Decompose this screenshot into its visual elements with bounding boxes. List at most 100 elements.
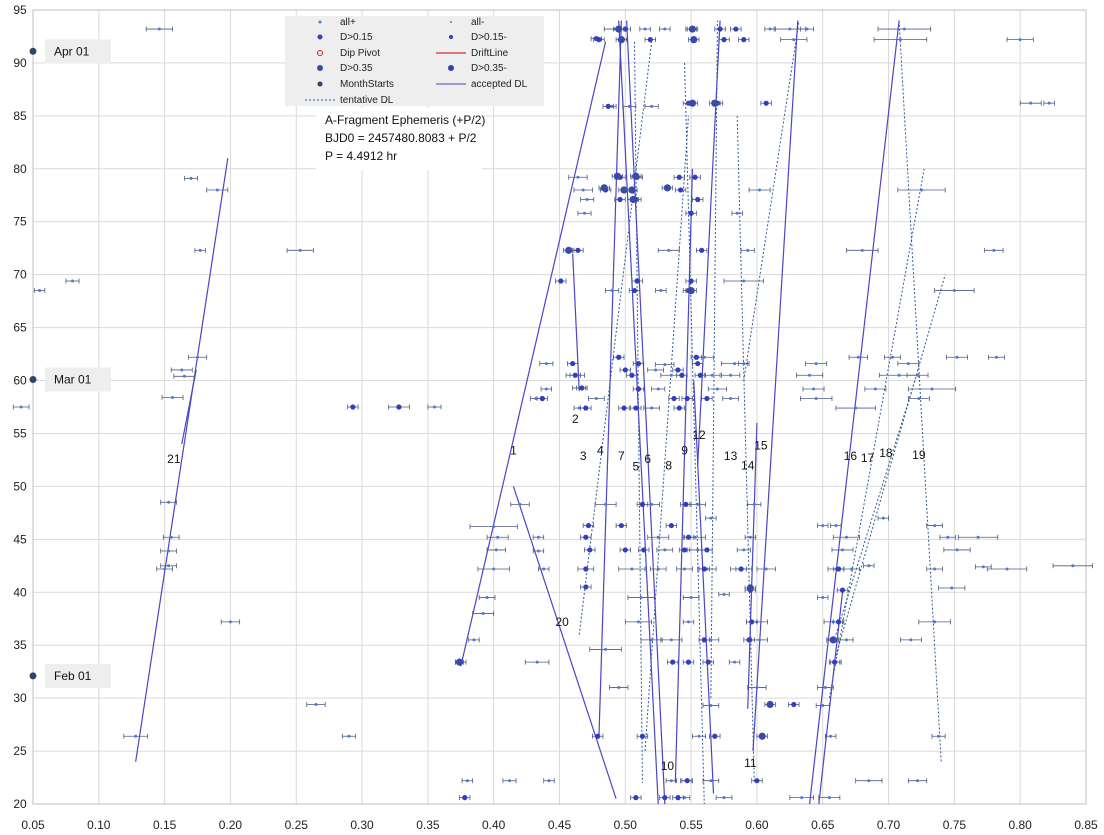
data-point [711,99,719,107]
drift-line-number: 8 [665,458,672,472]
data-point [709,516,713,520]
x-tick-label: 0.25 [285,818,309,832]
drift-line-number: 14 [741,458,755,472]
data-point [585,522,592,529]
data-point [577,406,581,410]
accepted-drift-line [460,41,607,667]
data-point [733,362,737,366]
data-point [916,779,920,783]
data-point [633,795,639,801]
legend-label: D>0.15- [471,32,507,43]
y-tick-label: 55 [13,426,27,440]
data-point [685,534,692,540]
legend-marker [317,81,323,87]
month-start-marker [29,375,37,383]
data-point [610,289,614,293]
drift-line-number: 7 [618,449,625,463]
data-point [695,360,701,367]
data-point [814,362,818,366]
data-point [688,99,697,107]
data-point [758,732,766,740]
tentative-drift-line [684,62,705,805]
data-point [676,405,682,411]
drift-line-number: 2 [572,412,579,426]
data-point [823,686,827,690]
legend-entry-d035-minus: D>0.35- [448,63,507,74]
data-point [635,360,642,367]
data-point [835,619,842,625]
legend-entry-tentative-dl: tentative DL [305,95,394,106]
drift-line-number: 13 [724,449,738,463]
data-point [167,564,171,568]
data-point [581,188,585,192]
data-point [697,372,703,378]
data-point [873,387,877,391]
data-point [742,362,746,366]
legend-entry-d035: D>0.35 [317,63,373,74]
data-point [539,395,545,402]
data-point [688,210,694,216]
x-axis-ticks: 0.05 0.10 0.15 0.20 0.25 0.30 0.35 0.40 0.45 0.50… [21,818,1098,832]
data-point [687,286,695,295]
data-point [639,501,646,507]
accepted-drift-line [598,20,622,736]
data-point [952,289,956,293]
data-point [620,186,628,194]
data-points [12,25,1093,801]
data-point [669,373,673,377]
data-point [933,620,937,624]
drift-line-number: 12 [692,428,706,442]
data-point [1047,101,1051,105]
data-point [631,287,638,294]
drift-line-number: 4 [597,444,604,458]
data-point [752,502,756,506]
legend-label: accepted DL [471,79,528,90]
data-point [792,38,796,42]
data-point [696,548,700,552]
data-point [650,502,654,506]
data-point [189,176,193,180]
data-point [701,566,707,572]
data-point [704,395,710,402]
data-point [916,373,920,377]
data-point [722,592,726,596]
data-point [831,659,838,665]
data-point [749,619,755,625]
data-point [585,198,589,202]
data-point [692,174,698,180]
data-point [163,567,167,571]
data-point [198,248,202,252]
data-point [898,38,902,42]
data-point [683,567,687,571]
info-line-title: A-Fragment Ephemeris (+P/2) [325,113,485,127]
data-point [721,37,727,43]
data-point [696,502,700,506]
data-point [583,211,587,215]
data-point [685,659,692,665]
data-point [690,36,698,44]
data-point [663,27,667,31]
data-point [617,36,625,44]
data-point [917,397,921,401]
data-point [633,405,639,411]
data-point [981,565,985,569]
drift-lines [135,20,946,805]
y-tick-label: 30 [13,691,27,705]
data-point [671,395,677,402]
x-tick-label: 0.60 [745,818,769,832]
accepted-drift-line [808,20,900,805]
tentative-drift-line [743,20,800,381]
data-point [670,659,676,665]
legend-label: all+ [340,17,356,28]
data-point [950,586,954,590]
legend-marker [318,20,322,24]
legend-marker [317,50,323,56]
x-tick-label: 0.40 [482,818,506,832]
data-point [583,534,589,540]
data-point [507,779,511,783]
drift-line-number: 5 [632,460,639,474]
legend-entry-all-plus: all+ [318,17,356,28]
y-tick-label: 45 [13,532,27,546]
data-point [669,779,673,783]
